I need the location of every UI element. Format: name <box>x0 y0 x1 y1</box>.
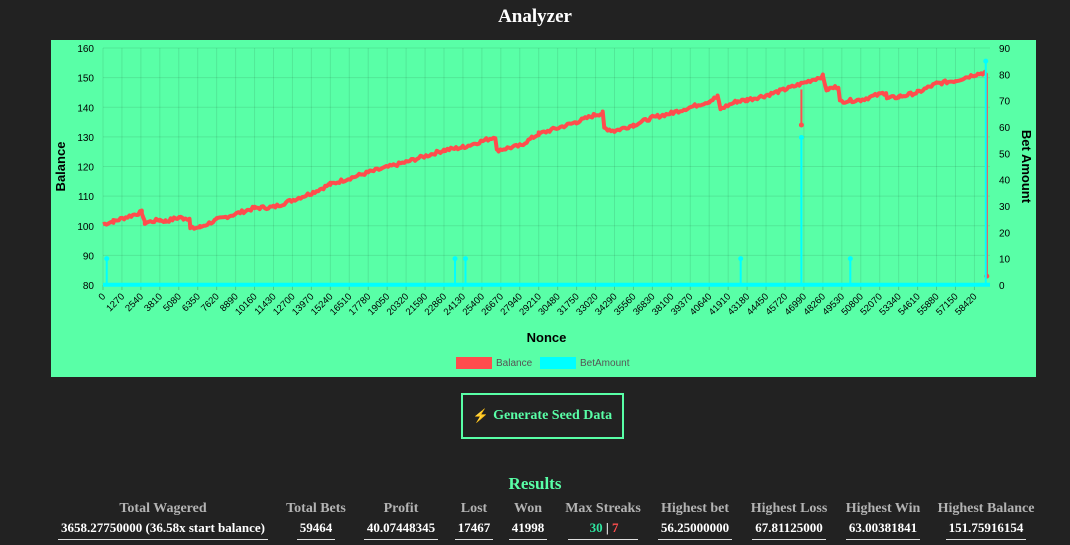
page-title: Analyzer <box>498 6 572 27</box>
stat-value: 67.81125000 <box>752 520 826 540</box>
stat-label: Highest Balance <box>937 501 1035 516</box>
y-axis-title-left: Balance <box>53 142 68 192</box>
stat-value: 56.25000000 <box>657 520 733 540</box>
y-tick-right: 30 <box>999 202 1011 213</box>
y-tick-left: 150 <box>77 74 94 85</box>
stat-value: 59464 <box>296 520 336 540</box>
stat-label: Won <box>513 501 542 516</box>
y-tick-left: 80 <box>83 281 95 292</box>
stat-profit: Profit 40.07448345 <box>360 501 442 540</box>
results-title: Results <box>508 474 562 493</box>
y-tick-left: 130 <box>77 133 94 144</box>
x-tick-label: 3810 <box>142 291 165 314</box>
y-tick-right: 40 <box>999 176 1011 187</box>
x-tick-label: 5080 <box>161 291 184 314</box>
y-tick-left: 90 <box>83 251 95 262</box>
stat-value: 63.00381841 <box>845 520 921 540</box>
bet-amount-point <box>452 256 458 262</box>
y-tick-left: 100 <box>77 222 94 233</box>
y-tick-right: 0 <box>999 281 1005 292</box>
bet-amount-point <box>738 256 744 262</box>
stat-label: Highest bet <box>660 501 730 516</box>
y-tick-right: 50 <box>999 149 1011 160</box>
bet-amount-point <box>983 58 989 64</box>
stat-value: 151.75916154 <box>945 520 1027 540</box>
win-streak-value: 30 <box>589 520 603 535</box>
stat-label: Profit <box>383 501 419 516</box>
y-tick-right: 20 <box>999 228 1011 239</box>
bet-amount-point <box>104 256 110 262</box>
legend-swatch-betamount <box>540 357 576 369</box>
y-tick-right: 70 <box>999 97 1011 108</box>
stat-label: Total Bets <box>286 501 346 516</box>
stat-value: 17467 <box>454 520 494 540</box>
stat-lost: Lost 17467 <box>452 501 496 540</box>
legend-swatch-balance <box>456 357 492 369</box>
loss-streak-value: 7 <box>611 520 619 535</box>
y-tick-left: 110 <box>78 192 94 203</box>
stat-highest-win: Highest Win 63.00381841 <box>840 501 926 540</box>
legend-label-balance: Balance <box>496 358 533 369</box>
lightning-icon: ⚡ <box>472 408 490 423</box>
x-tick-label: 58420 <box>953 291 979 317</box>
stat-value: 41998 <box>508 520 548 540</box>
y-tick-left: 160 <box>77 44 94 55</box>
bet-amount-point <box>798 135 804 141</box>
stat-value: 3658.27750000 (36.58x start balance) <box>57 520 268 540</box>
y-tick-right: 80 <box>999 70 1011 81</box>
y-tick-right: 90 <box>999 44 1011 55</box>
stat-label: Max Streaks <box>565 501 641 516</box>
x-tick-label: 1270 <box>104 291 127 314</box>
balance-bet-chart: 80 90 100 110 120 130 140 150 160 0 10 20 30 40 50 60 70… <box>51 40 1036 377</box>
generate-seed-data-label: Generate Seed Data <box>493 408 613 423</box>
stat-label: Highest Loss <box>750 501 828 516</box>
stat-label: Lost <box>460 501 488 516</box>
x-tick-label: 2540 <box>123 291 146 314</box>
bet-amount-point <box>847 256 853 262</box>
stat-highest-bet: Highest bet 56.25000000 <box>652 501 738 540</box>
stat-highest-balance: Highest Balance 151.75916154 <box>934 501 1038 540</box>
x-axis-title: Nonce <box>527 330 567 345</box>
y-tick-left: 140 <box>77 103 94 114</box>
stat-total-bets: Total Bets 59464 <box>282 501 350 540</box>
stat-label: Total Wagered <box>119 501 207 516</box>
stat-highest-loss: Highest Loss 67.81125000 <box>746 501 832 540</box>
x-tick-label: 6350 <box>180 291 203 314</box>
y-axis-title-right: Bet Amount <box>1019 130 1034 204</box>
chart-svg: 80 90 100 110 120 130 140 150 160 0 10 20 30 40 50 60 70… <box>53 44 1034 369</box>
legend-label-betamount: BetAmount <box>580 358 630 369</box>
y-tick-right: 10 <box>999 255 1011 266</box>
x-tick-label: 7620 <box>199 291 222 314</box>
y-tick-left: 120 <box>77 163 94 174</box>
stat-total-wagered: Total Wagered 3658.27750000 (36.58x star… <box>51 501 275 540</box>
stat-max-streaks: Max Streaks 30 | 7 <box>562 501 644 540</box>
stat-label: Highest Win <box>845 501 921 516</box>
generate-seed-data-button[interactable]: ⚡ Generate Seed Data <box>461 393 624 439</box>
streak-separator: | <box>605 520 609 535</box>
balance-series-line <box>102 69 988 231</box>
stat-won: Won 41998 <box>504 501 552 540</box>
stat-value-profit: 40.07448345 <box>363 520 439 540</box>
bet-amount-point <box>462 256 468 262</box>
y-tick-right: 60 <box>999 123 1011 134</box>
stat-value-streaks: 30 | 7 <box>567 520 639 540</box>
x-tick-label: 0 <box>97 291 109 303</box>
